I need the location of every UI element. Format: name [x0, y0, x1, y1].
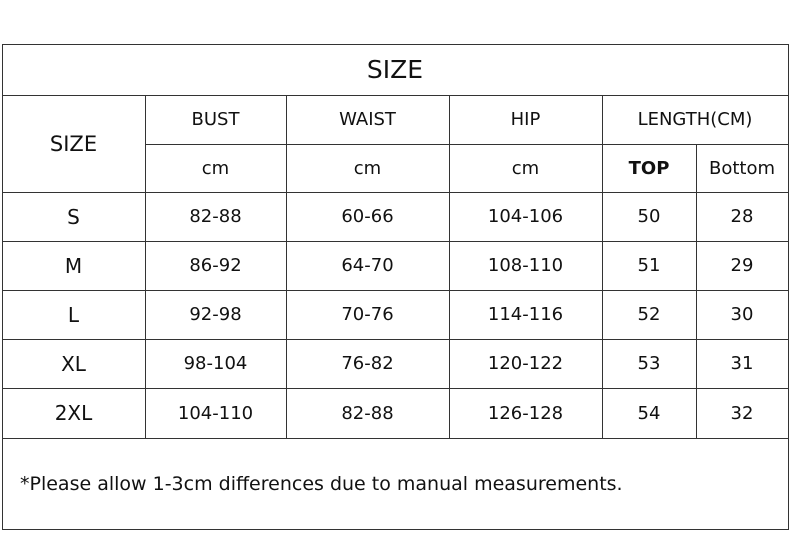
border — [2, 339, 789, 340]
table-cell: 54 — [637, 402, 661, 424]
table-cell: 31 — [730, 353, 754, 374]
border — [2, 438, 789, 439]
length-header: LENGTH(CM) — [637, 109, 753, 130]
border — [2, 192, 789, 193]
unit-header: cm — [201, 157, 230, 179]
table-cell: 51 — [637, 255, 661, 276]
border — [2, 290, 789, 291]
border — [2, 44, 789, 45]
unit-header: cm — [353, 157, 382, 179]
table-cell: 70-76 — [341, 304, 394, 325]
table-cell: 86-92 — [189, 255, 242, 276]
border — [2, 388, 789, 389]
border — [145, 144, 789, 145]
border — [2, 95, 789, 96]
table-cell: 126-128 — [487, 402, 564, 424]
table-cell: 64-70 — [341, 255, 394, 276]
table-cell: 28 — [730, 206, 754, 227]
top-header: TOP — [628, 157, 670, 179]
table-cell: 98-104 — [183, 353, 248, 374]
table-cell: 30 — [730, 304, 754, 325]
table-cell: 50 — [637, 206, 661, 227]
border — [602, 95, 603, 438]
border — [2, 241, 789, 242]
title: SIZE — [366, 55, 424, 84]
table-cell: 104-110 — [177, 402, 254, 424]
column-header: BUST — [191, 109, 240, 130]
table-cell: 52 — [637, 304, 661, 325]
size-header: SIZE — [49, 131, 98, 156]
size-label: M — [64, 253, 83, 278]
table-cell: 82-88 — [341, 402, 394, 424]
table-cell: 108-110 — [487, 255, 564, 276]
table-cell: 104-106 — [487, 206, 564, 227]
border — [2, 44, 3, 530]
border — [2, 529, 789, 530]
table-cell: 120-122 — [487, 353, 564, 374]
size-label: XL — [61, 351, 86, 376]
column-header: HIP — [510, 109, 541, 130]
table-cell: 114-116 — [487, 304, 564, 325]
table-cell: 82-88 — [189, 206, 242, 227]
column-header: WAIST — [339, 109, 396, 130]
border — [449, 95, 450, 438]
table-cell: 53 — [637, 353, 661, 374]
table-cell: 76-82 — [341, 353, 394, 374]
border — [788, 44, 789, 530]
note: *Please allow 1-3cm differences due to m… — [20, 472, 623, 495]
table-cell: 92-98 — [189, 304, 242, 325]
size-label: S — [67, 204, 80, 229]
table-cell: 60-66 — [341, 206, 394, 227]
border — [696, 144, 697, 438]
size-label: L — [67, 302, 80, 327]
unit-header: cm — [511, 157, 540, 179]
table-cell: 32 — [730, 402, 754, 424]
border — [145, 95, 146, 438]
size-label: 2XL — [54, 401, 93, 425]
bottom-header: Bottom — [708, 157, 776, 179]
table-cell: 29 — [730, 255, 754, 276]
border — [286, 95, 287, 438]
